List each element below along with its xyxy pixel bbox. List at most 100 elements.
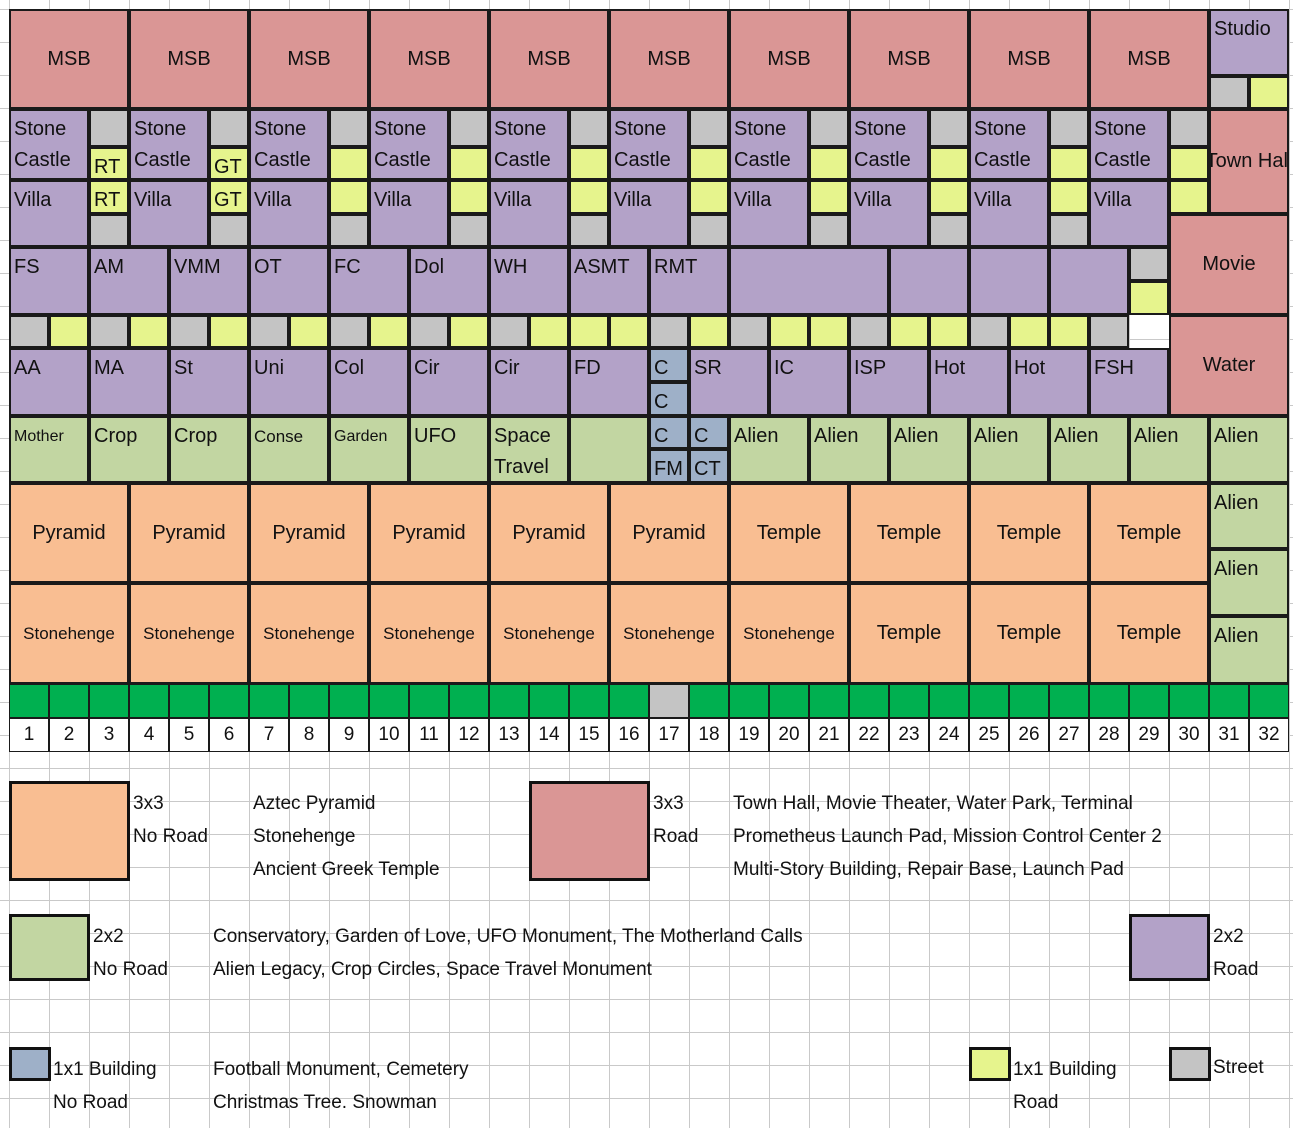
street-tile xyxy=(729,315,769,348)
villa-building-label: Villa xyxy=(734,189,772,211)
stonehenge-building: Stonehenge xyxy=(729,583,849,684)
monument-2x2-label: Conse xyxy=(254,427,304,446)
stonehenge-building-label: Stonehenge xyxy=(143,623,235,643)
temple-building: Temple xyxy=(729,483,849,583)
villa-building-label: Villa xyxy=(974,189,1012,211)
street-tile xyxy=(689,214,729,247)
stone-castle-building-label: Stone Castle xyxy=(134,118,191,171)
road-1x1-tile xyxy=(929,315,969,348)
building-2x2: Hot xyxy=(1009,348,1089,416)
stonehenge-building: Stonehenge xyxy=(249,583,369,684)
road-1x1-tile xyxy=(1249,76,1289,109)
road-1x1-tile xyxy=(769,315,809,348)
stonehenge-building: Stonehenge xyxy=(9,583,129,684)
alien-legacy-building: Alien xyxy=(1209,549,1289,616)
column-number: 2 xyxy=(49,718,89,752)
msb-building: MSB xyxy=(609,9,729,109)
building-2x2-label: Hot xyxy=(1014,357,1046,379)
msb-building-label: MSB xyxy=(1127,47,1171,70)
legend-item-text: Conservatory, Garden of Love, UFO Monume… xyxy=(213,926,803,947)
studio-building: Studio xyxy=(1209,9,1289,76)
temple-building-label: Temple xyxy=(1116,622,1182,644)
pyramid-building: Pyramid xyxy=(489,483,609,583)
road-1x1-tile xyxy=(529,315,569,348)
alien-legacy-building-label: Alien xyxy=(1214,492,1259,514)
green-strip-tile xyxy=(769,684,809,718)
pyramid-building-label: Pyramid xyxy=(32,521,106,544)
column-number: 19 xyxy=(729,718,769,752)
building-2x2 xyxy=(729,247,889,315)
alien-legacy-building-label: Alien xyxy=(1214,558,1259,580)
building-2x2-label: Cir xyxy=(494,357,520,379)
green-strip-tile xyxy=(529,684,569,718)
alien-legacy-building: Alien xyxy=(1049,416,1129,483)
villa-building: Villa xyxy=(369,180,449,247)
alien-legacy-building: Alien xyxy=(1209,483,1289,549)
msb-building-label: MSB xyxy=(647,47,691,70)
football-monument-tile-label: FM xyxy=(654,458,683,480)
building-2x2: AM xyxy=(89,247,169,315)
small-building-tag-label: RT xyxy=(94,156,121,178)
legend-swatch-blue xyxy=(9,1047,51,1081)
building-2x2-label: ISP xyxy=(854,357,887,379)
road-1x1-tile xyxy=(129,315,169,348)
small-building-tag: RT xyxy=(89,180,129,214)
alien-legacy-building-label: Alien xyxy=(734,425,779,447)
legend-swatch-red xyxy=(529,781,650,881)
temple-building: Temple xyxy=(849,583,969,684)
cemetery-tile: C xyxy=(649,416,689,449)
legend-size-text: 3x3 xyxy=(653,793,684,814)
legend-street-text: Street xyxy=(1213,1057,1264,1078)
legend-item-text: Stonehenge xyxy=(253,826,356,847)
building-2x2: Dol xyxy=(409,247,489,315)
legend-size-text: 2x2 xyxy=(93,926,124,947)
stonehenge-building-label: Stonehenge xyxy=(623,623,715,643)
green-strip-tile xyxy=(809,684,849,718)
building-2x2-label: FD xyxy=(574,357,601,379)
msb-building-label: MSB xyxy=(1007,47,1051,70)
small-building-tag: RT xyxy=(89,147,129,180)
green-strip-tile xyxy=(49,684,89,718)
street-tile xyxy=(569,109,609,147)
villa-building-label: Villa xyxy=(374,189,412,211)
msb-building-label: MSB xyxy=(167,47,211,70)
msb-building: MSB xyxy=(369,9,489,109)
water-building-label: Water xyxy=(1202,354,1256,376)
street-tile xyxy=(449,214,489,247)
msb-building-label: MSB xyxy=(407,47,451,70)
green-strip-tile xyxy=(289,684,329,718)
road-1x1-tile xyxy=(689,147,729,180)
road-1x1-tile xyxy=(609,315,649,348)
stone-castle-building-label: Stone Castle xyxy=(254,118,311,171)
road-1x1-tile xyxy=(889,315,929,348)
building-2x2-label: Cir xyxy=(414,357,440,379)
msb-building: MSB xyxy=(1089,9,1209,109)
street-tile xyxy=(1129,247,1169,281)
pyramid-building-label: Pyramid xyxy=(392,521,466,544)
villa-building: Villa xyxy=(489,180,569,247)
green-strip-tile xyxy=(689,684,729,718)
column-number: 20 xyxy=(769,718,809,752)
road-1x1-tile xyxy=(369,315,409,348)
street-tile xyxy=(249,315,289,348)
legend-swatch-yellow xyxy=(969,1047,1011,1081)
temple-building-label: Temple xyxy=(876,521,942,544)
green-strip-tile xyxy=(249,684,289,718)
stone-castle-building: Stone Castle xyxy=(489,109,569,180)
road-1x1-tile xyxy=(449,315,489,348)
green-strip-tile xyxy=(729,684,769,718)
pyramid-building-label: Pyramid xyxy=(512,521,586,544)
green-strip-tile xyxy=(329,684,369,718)
monument-2x2-label: Space Travel xyxy=(494,425,551,478)
small-building-tag-label: RT xyxy=(94,189,121,211)
building-2x2: OT xyxy=(249,247,329,315)
green-strip-tile xyxy=(1089,684,1129,718)
legend-road-text: No Road xyxy=(93,959,168,980)
column-number: 8 xyxy=(289,718,329,752)
cemetery-tile-label: C xyxy=(654,391,669,413)
building-2x2: SR xyxy=(689,348,769,416)
building-2x2-label: Hot xyxy=(934,357,966,379)
road-1x1-tile xyxy=(449,147,489,180)
column-number: 30 xyxy=(1169,718,1209,752)
column-number: 7 xyxy=(249,718,289,752)
